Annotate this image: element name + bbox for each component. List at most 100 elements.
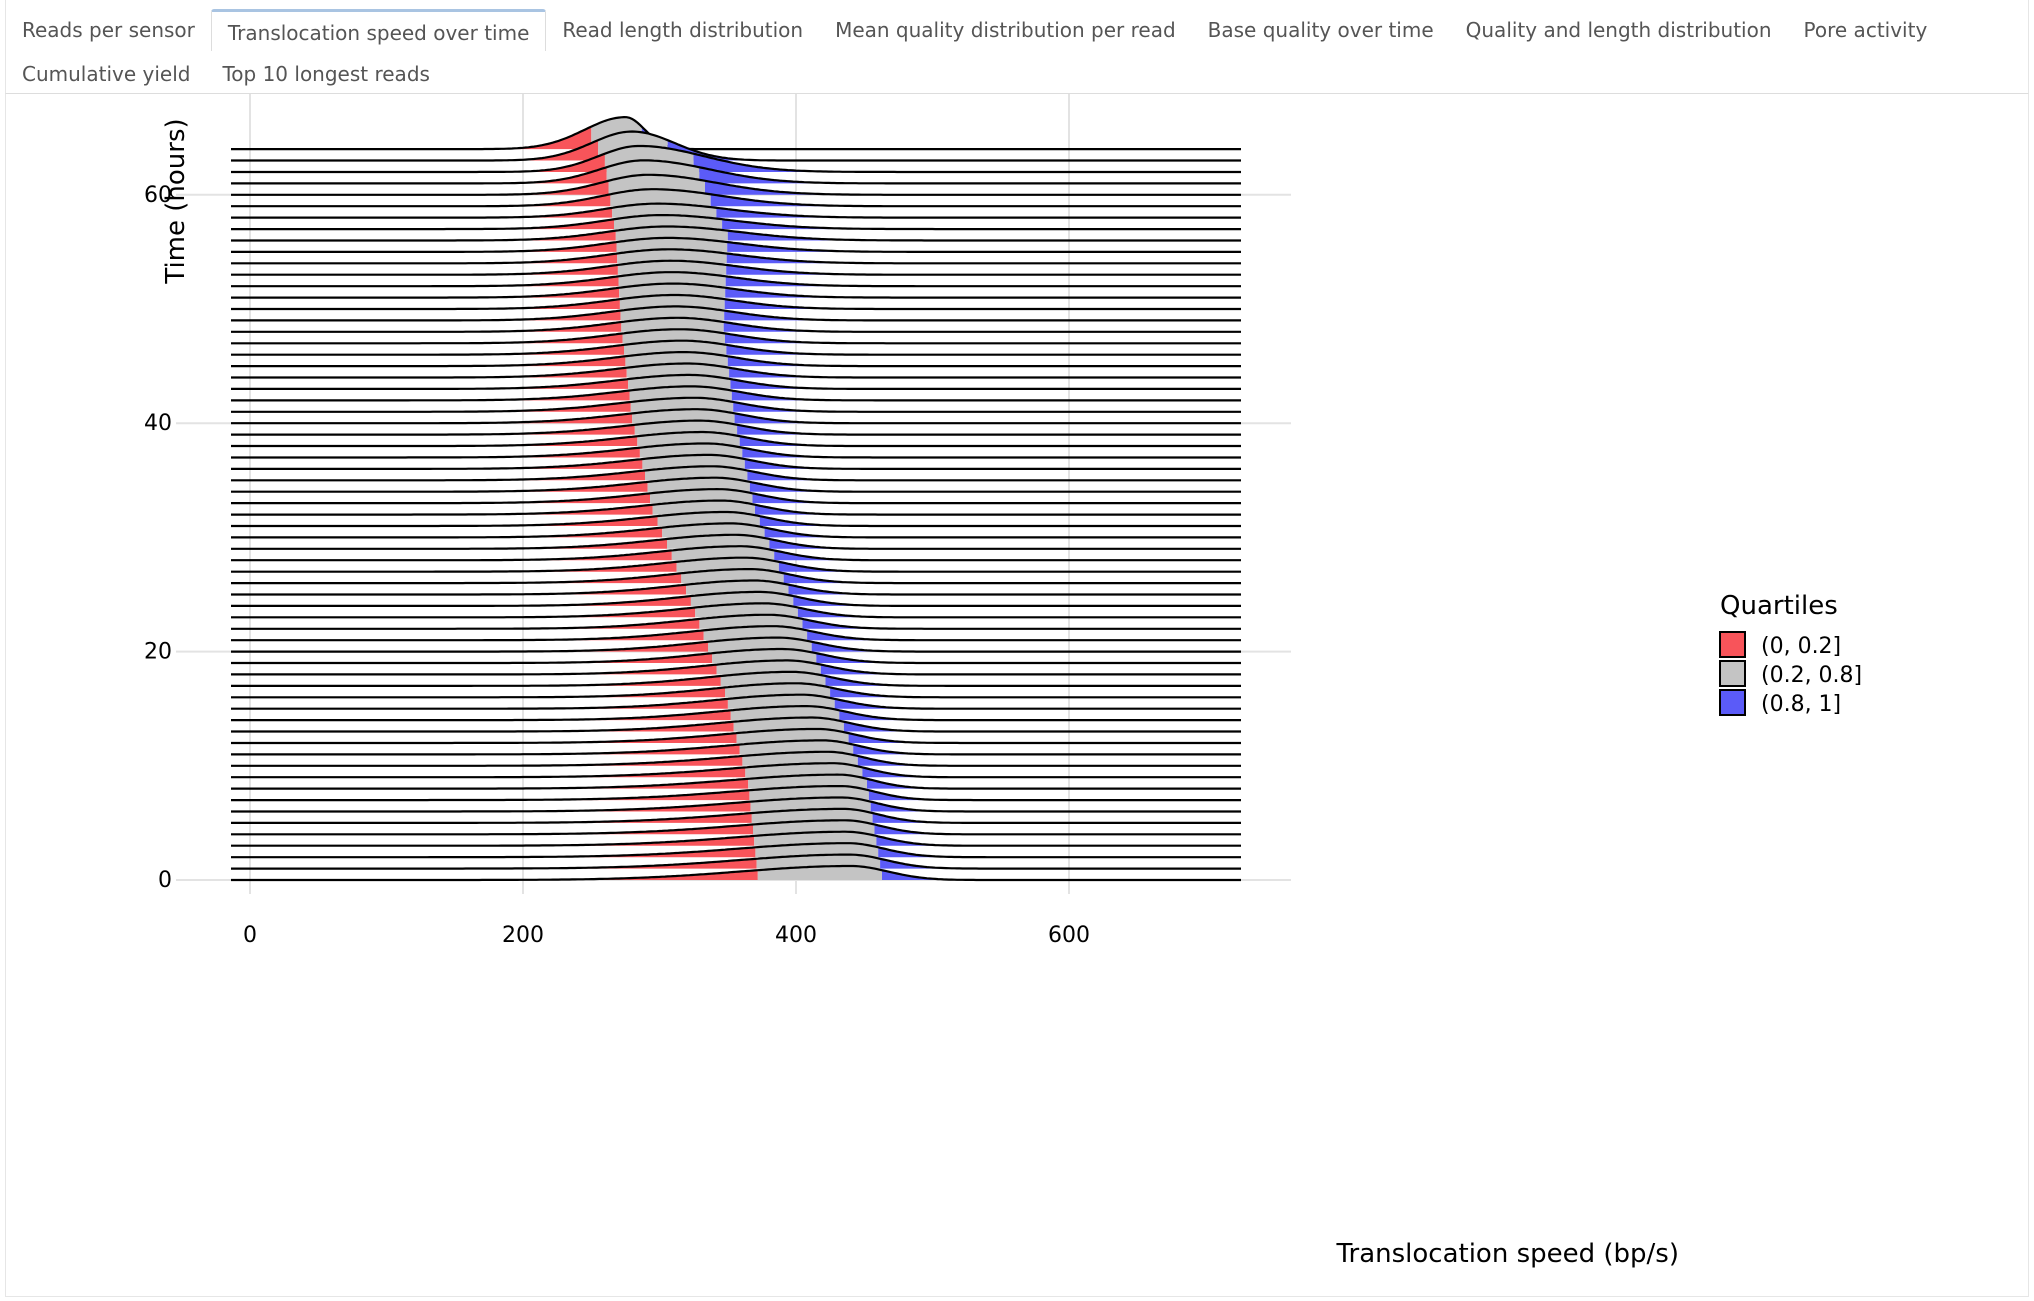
ridge xyxy=(230,236,1288,253)
ridge-outline xyxy=(231,188,1241,208)
ridge-fill xyxy=(230,264,618,275)
ridge-fill xyxy=(230,847,756,858)
x-axis-label: Translocation speed (bp/s) xyxy=(1335,1239,1679,1269)
ridge-fill xyxy=(729,367,1288,378)
ridge-fill xyxy=(622,329,725,344)
ridge-fill xyxy=(230,367,627,378)
ridge-fill xyxy=(710,194,1288,207)
ridge-outline xyxy=(231,796,1241,813)
ridge-fill xyxy=(620,306,725,321)
ridge-fill xyxy=(230,287,620,298)
ridge-fill xyxy=(230,653,713,663)
ridge-fill xyxy=(230,356,626,367)
tab-pore-activity[interactable]: Pore activity xyxy=(1803,18,1928,42)
ridge-fill xyxy=(724,310,1288,321)
ridge-fill xyxy=(230,424,635,435)
x-tick-label: 200 xyxy=(502,923,544,948)
y-tick-label: 60 xyxy=(144,183,172,208)
ridge-outline xyxy=(231,476,1241,493)
ridge-outline xyxy=(231,682,1241,699)
ridge-fill xyxy=(624,340,727,355)
ridge-fill xyxy=(693,153,1288,172)
ridge-outline xyxy=(231,545,1241,562)
ridge-outline xyxy=(231,853,1241,870)
legend: Quartiles (0, 0.2] (0.2, 0.8] (0.8, 1] xyxy=(1719,591,1862,717)
ridge-fill xyxy=(705,180,1288,195)
ridge-fill xyxy=(619,295,725,309)
ridge-fill xyxy=(880,858,1288,869)
ridge-fill xyxy=(641,126,1288,150)
tab-quality-and-length[interactable]: Quality and length distribution xyxy=(1465,18,1772,42)
ridge-fill xyxy=(724,299,1288,309)
ridge-fill xyxy=(230,790,750,801)
tab-row-1: Reads per sensor Translocation speed ove… xyxy=(6,9,1943,51)
ridge-fill xyxy=(230,242,617,252)
x-tick-label: 600 xyxy=(1048,923,1090,948)
ridge-fill xyxy=(230,698,728,709)
ridge-outline xyxy=(231,248,1241,265)
ridge-fill xyxy=(716,207,1288,218)
ridge xyxy=(230,396,1288,413)
ridge-fill xyxy=(867,778,1288,789)
ridge-fill xyxy=(230,322,622,332)
legend-swatch-low xyxy=(1719,631,1746,658)
ridge-outline xyxy=(231,499,1241,516)
ridge-fill xyxy=(230,180,609,195)
ridge-fill xyxy=(230,596,691,606)
ridge-outline xyxy=(231,225,1241,242)
ridge-outline xyxy=(231,625,1241,642)
tab-translocation-speed[interactable]: Translocation speed over time xyxy=(210,9,547,51)
ridge-outline xyxy=(231,659,1241,676)
ridge-outline xyxy=(231,522,1241,539)
ridge-fill xyxy=(230,516,658,526)
ridge-fill xyxy=(882,870,1288,880)
legend-label-high: (0.8, 1] xyxy=(1761,692,1841,717)
ridge-fill xyxy=(632,409,735,424)
ridge-fill xyxy=(230,835,755,846)
ridge-fill xyxy=(726,344,1288,355)
ridge-outline xyxy=(231,419,1241,436)
ridge-fill xyxy=(230,459,643,469)
ridge xyxy=(230,225,1288,242)
ridge-fill xyxy=(737,424,1288,435)
ridge xyxy=(230,328,1288,345)
ridge xyxy=(230,339,1288,356)
ridge-outline xyxy=(231,716,1241,733)
tab-mean-quality-distribution[interactable]: Mean quality distribution per read xyxy=(835,18,1176,42)
legend-title: Quartiles xyxy=(1720,591,1838,621)
ridge-outline xyxy=(231,202,1241,219)
ridge-fill xyxy=(723,322,1288,332)
tab-base-quality-over-time[interactable]: Base quality over time xyxy=(1207,18,1434,42)
ridge-fill xyxy=(230,618,700,629)
ridge-outline xyxy=(231,173,1241,196)
ridge-fill xyxy=(230,153,605,172)
ridge-fill xyxy=(230,310,621,321)
tab-read-length-distribution[interactable]: Read length distribution xyxy=(562,18,804,42)
ridge-fill xyxy=(230,493,651,504)
legend-swatch-high xyxy=(1719,689,1746,716)
ridge-outline xyxy=(231,328,1241,345)
tab-cumulative-yield[interactable]: Cumulative yield xyxy=(22,62,191,86)
ridge-fill xyxy=(617,260,727,275)
ridge-fill xyxy=(725,287,1288,298)
tab-reads-per-sensor[interactable]: Reads per sensor xyxy=(22,18,195,42)
chart-panel: 0 200 400 600 0 20 40 60 Translocation speed (… xyxy=(5,94,2029,1297)
ridge-fill xyxy=(634,420,738,435)
tab-top-10-longest-reads[interactable]: Top 10 longest reads xyxy=(222,62,430,86)
ridge-outline xyxy=(231,510,1241,528)
ridge-fill xyxy=(230,167,607,184)
ridge-outline xyxy=(231,807,1241,824)
ridge-outline xyxy=(231,590,1241,607)
ridge-fill xyxy=(230,733,737,743)
ridge-fill xyxy=(230,744,740,755)
ridge-fill xyxy=(230,584,687,595)
ridge-outline xyxy=(231,339,1241,356)
ridge xyxy=(230,419,1288,436)
ridge-fill xyxy=(230,664,717,675)
ridge-fill xyxy=(722,219,1288,230)
ridge-outline xyxy=(231,316,1241,333)
ridge-outline xyxy=(231,830,1241,847)
ridge-fill xyxy=(739,436,1288,446)
ridge-fill xyxy=(230,801,751,812)
ridge-fill xyxy=(727,356,1288,367)
